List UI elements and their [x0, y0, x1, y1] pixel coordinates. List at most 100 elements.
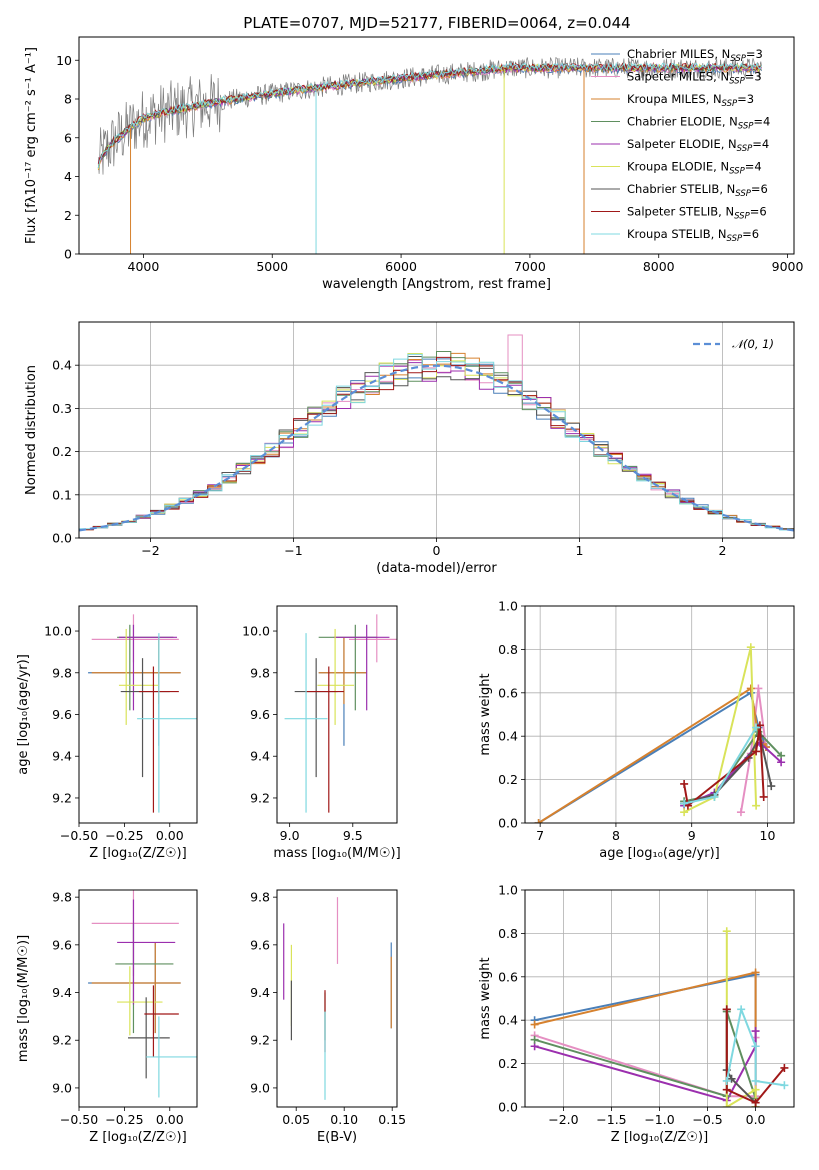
y-tick-label: 0.0	[52, 531, 72, 546]
y-tick-label: 9.4	[250, 749, 270, 764]
weight-series-marker	[680, 799, 689, 808]
y-tick-label: 9.6	[52, 707, 72, 722]
y-tick-label: 0.6	[498, 969, 518, 984]
x-tick-label: 0.00	[156, 828, 184, 843]
legend-entry: Salpeter STELIB, NSSP=6	[627, 205, 767, 222]
weight-series-marker	[746, 684, 755, 693]
y-tick-label: 0.8	[498, 926, 518, 941]
y-tick-label: 4	[64, 169, 72, 184]
x-tick-label: −0.50	[60, 828, 98, 843]
x-tick-label: 8000	[643, 259, 675, 274]
y-axis-label: mass weight	[478, 673, 493, 755]
y-axis-label: mass [log₁₀(M/M☉)]	[16, 935, 31, 1062]
x-tick-label: 4000	[128, 259, 160, 274]
weight-series-marker	[759, 792, 768, 801]
weight-series-marker	[710, 792, 719, 801]
axes-frame	[524, 889, 795, 1108]
weight-series-marker	[751, 968, 760, 977]
x-tick-label: −0.50	[60, 1112, 98, 1127]
y-tick-label: 1.0	[498, 883, 518, 898]
x-tick-label: 6000	[385, 259, 417, 274]
x-tick-label: 7000	[514, 259, 546, 274]
spectrum-model-line	[97, 61, 762, 165]
weight-series-marker	[777, 758, 786, 767]
y-tick-label: 0.4	[498, 729, 518, 744]
weight-series-line	[683, 646, 758, 813]
weight-series-marker	[780, 1063, 789, 1072]
y-tick-label: 9.8	[52, 890, 72, 905]
x-axis-label: mass [log₁₀(M/M☉)]	[273, 846, 400, 861]
plot-area	[88, 614, 197, 813]
plot-area	[79, 334, 794, 532]
weight-series-marker	[680, 779, 689, 788]
normal-reference-curve	[79, 364, 794, 532]
weight-series-marker	[722, 1005, 731, 1014]
x-tick-label: 9.0	[280, 828, 300, 843]
y-tick-label: 10	[56, 53, 72, 68]
y-tick-label: 0.6	[498, 685, 518, 700]
weight-series-marker	[752, 747, 761, 756]
x-axis-label: age [log₁₀(age/yr)]	[599, 846, 720, 861]
y-tick-label: 0.1	[52, 487, 72, 502]
x-tick-label: −1.5	[596, 1112, 626, 1127]
weight-series-marker	[780, 1081, 789, 1090]
mass-vs-ebv-plot: 0.05 0.10 0.15 9.0 9.2 9.4 9.6 9.8 E(B-V)	[250, 889, 406, 1145]
plot-area	[284, 614, 397, 813]
weight-series-marker	[751, 1098, 760, 1107]
y-tick-label: 0.0	[498, 816, 518, 831]
weight-series-marker	[751, 1027, 760, 1036]
y-axis-label: Flux [fλ10⁻¹⁷ erg cm⁻² s⁻¹ A⁻¹]	[24, 47, 39, 244]
x-tick-label: 0.00	[156, 1112, 184, 1127]
weight-series-marker	[746, 643, 755, 652]
weight-vs-age-plot: 7 8 9 10 0.0 0.2 0.4 0.6 0.8 1.0 age [log₁₀(age/yr…	[478, 599, 795, 861]
x-tick-label: −1.0	[644, 1112, 674, 1127]
y-tick-label: 10.0	[44, 624, 72, 639]
y-tick-label: 0	[64, 247, 72, 262]
legend-entry: Kroupa MILES, NSSP=3	[627, 92, 754, 109]
weight-series-marker	[736, 808, 745, 817]
x-tick-label: 0.05	[282, 1112, 310, 1127]
weight-series-marker	[751, 1042, 760, 1051]
y-axis-label: age [log₁₀(age/yr)]	[16, 654, 31, 775]
legend-entry: Salpeter MILES, NSSP=3	[627, 70, 762, 87]
y-tick-label: 9.6	[250, 937, 270, 952]
weight-series-marker	[727, 1074, 736, 1083]
weight-series-marker	[534, 819, 543, 823]
y-tick-label: 1.0	[498, 599, 518, 614]
weight-series-marker	[751, 1085, 760, 1094]
plot-area	[88, 890, 197, 1098]
x-tick-label: 1	[576, 543, 584, 558]
x-axis-label: wavelength [Angstrom, rest frame]	[322, 277, 551, 292]
x-axis-label: Z [log₁₀(Z/Z☉)]	[89, 846, 186, 861]
y-tick-label: 9.6	[250, 707, 270, 722]
x-axis-label: E(B-V)	[317, 1130, 357, 1145]
y-tick-label: 9.4	[52, 985, 72, 1000]
x-tick-label: 0.15	[378, 1112, 406, 1127]
y-tick-label: 0.2	[52, 444, 72, 459]
weight-series-line	[725, 1009, 786, 1104]
y-tick-label: 10.0	[242, 624, 270, 639]
weight-series-line	[534, 1031, 757, 1102]
plot-area	[530, 927, 789, 1107]
weight-series-marker	[680, 808, 689, 817]
y-tick-label: 9.8	[52, 665, 72, 680]
weight-series-marker	[722, 927, 731, 936]
y-tick-label: 6	[64, 130, 72, 145]
x-tick-label: 5000	[256, 259, 288, 274]
weight-series-marker	[737, 1005, 746, 1014]
residual-histogram-plot: −2 −1 0 1 2 0.0 0.1 0.2 0.3 0.4 (data-model)/error…	[24, 321, 795, 576]
figure-title: PLATE=0707, MJD=52177, FIBERID=0064, z=0…	[243, 14, 630, 32]
y-tick-label: 9.4	[250, 985, 270, 1000]
y-tick-label: 0.3	[52, 401, 72, 416]
weight-series-marker	[530, 1035, 539, 1044]
x-axis-label: Z [log₁₀(Z/Z☉)]	[89, 1130, 186, 1145]
legend-entry: Salpeter ELODIE, NSSP=4	[627, 137, 769, 154]
axes-frame	[276, 605, 398, 824]
legend-entry: Kroupa STELIB, NSSP=6	[627, 227, 759, 244]
weight-vs-metallicity-plot: −2.0 −1.5 −1.0 −0.5 0.0 0.0 0.2 0.4 0.6 0.8 1.0 Z […	[478, 883, 795, 1145]
legend-entry: Kroupa ELODIE, NSSP=4	[627, 160, 762, 177]
legend-entry: Chabrier ELODIE, NSSP=4	[627, 115, 770, 132]
y-tick-label: 9.8	[250, 890, 270, 905]
mass-vs-metallicity-plot: −0.50 −0.25 0.00 9.0 9.2 9.4 9.6 9.8 Z [log₁₀(Z/…	[16, 889, 198, 1145]
